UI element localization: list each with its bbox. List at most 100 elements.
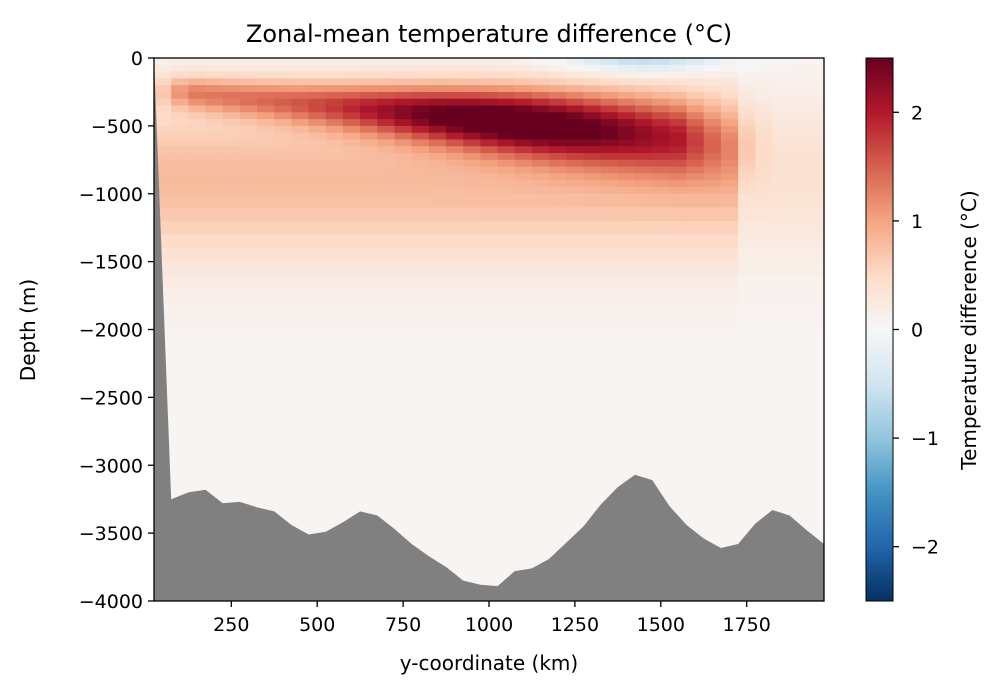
heatmap-cell xyxy=(274,64,293,73)
heatmap-cell xyxy=(652,234,670,249)
heatmap-cell xyxy=(549,159,567,168)
heatmap-cell xyxy=(583,207,602,222)
heatmap-cell xyxy=(635,180,653,188)
heatmap-cell xyxy=(171,356,189,371)
heatmap-cell xyxy=(411,370,430,385)
heatmap-cell xyxy=(635,302,653,317)
heatmap-cell xyxy=(514,465,533,480)
heatmap-cell xyxy=(583,91,602,100)
heatmap-cell xyxy=(463,91,482,100)
heatmap-cell xyxy=(394,438,413,453)
heatmap-cell xyxy=(463,78,482,86)
heatmap-cell xyxy=(738,438,756,453)
heatmap-cell xyxy=(583,465,602,480)
heatmap-cell xyxy=(291,112,310,120)
heatmap-cell xyxy=(617,112,636,120)
heatmap-cell xyxy=(480,153,499,161)
heatmap-cell xyxy=(222,186,241,195)
heatmap-cell xyxy=(583,478,602,493)
heatmap-cell xyxy=(188,465,207,480)
heatmap-cell xyxy=(549,180,567,188)
heatmap-cell xyxy=(789,370,808,385)
heatmap-cell xyxy=(222,383,241,398)
heatmap-cell xyxy=(635,193,653,208)
heatmap-cell xyxy=(463,492,482,507)
heatmap-cell xyxy=(549,153,567,161)
heatmap-cell xyxy=(514,125,533,134)
heatmap-cell xyxy=(720,478,739,493)
heatmap-cell xyxy=(171,125,189,134)
heatmap-cell xyxy=(463,438,482,453)
heatmap-cell xyxy=(789,193,808,208)
heatmap-cell xyxy=(480,397,499,412)
heatmap-cell xyxy=(806,505,824,521)
heatmap-cell xyxy=(377,64,396,73)
heatmap-cell xyxy=(342,166,361,174)
heatmap-cell xyxy=(325,85,344,93)
heatmap-cell xyxy=(755,98,774,107)
heatmap-cell xyxy=(428,438,447,453)
heatmap-cell xyxy=(652,166,670,174)
heatmap-cell xyxy=(755,397,774,412)
heatmap-cell xyxy=(738,370,756,385)
heatmap-cell xyxy=(274,356,293,371)
heatmap-cell xyxy=(652,159,670,168)
heatmap-cell xyxy=(325,261,344,276)
heatmap-cell xyxy=(566,105,585,113)
heatmap-cell xyxy=(411,261,430,276)
heatmap-cell xyxy=(549,505,567,521)
heatmap-cell xyxy=(325,125,344,134)
heatmap-cell xyxy=(531,71,550,79)
heatmap-cell xyxy=(428,220,447,236)
heatmap-cell xyxy=(652,173,670,181)
heatmap-cell xyxy=(566,220,585,236)
heatmap-cell xyxy=(239,451,258,466)
heatmap-cell xyxy=(446,78,464,86)
heatmap-cell xyxy=(188,315,207,331)
heatmap-cell xyxy=(600,478,619,493)
heatmap-cell xyxy=(703,180,722,188)
heatmap-cell xyxy=(463,234,482,249)
heatmap-cell xyxy=(566,193,585,208)
heatmap-cell xyxy=(600,315,619,331)
heatmap-cell xyxy=(463,248,482,263)
heatmap-cell xyxy=(325,424,344,439)
heatmap-cell xyxy=(514,64,533,73)
heatmap-cell xyxy=(686,180,705,188)
heatmap-cell xyxy=(446,356,464,371)
heatmap-cell xyxy=(325,383,344,398)
heatmap-cell xyxy=(205,71,224,79)
heatmap-cell xyxy=(377,288,396,303)
heatmap-cell xyxy=(377,275,396,290)
heatmap-cell xyxy=(549,370,567,385)
heatmap-cell xyxy=(446,383,464,398)
heatmap-cell xyxy=(738,166,756,174)
heatmap-cell xyxy=(549,119,567,127)
heatmap-cell xyxy=(205,261,224,276)
heatmap-cell xyxy=(428,248,447,263)
heatmap-cell xyxy=(394,343,413,358)
heatmap-cell xyxy=(239,91,258,100)
heatmap-cell xyxy=(600,132,619,141)
heatmap-cell xyxy=(171,343,189,358)
heatmap-cell xyxy=(669,288,688,303)
heatmap-cell xyxy=(480,478,499,493)
heatmap-cell xyxy=(274,315,293,331)
heatmap-cell xyxy=(703,125,722,134)
heatmap-cell xyxy=(755,478,774,493)
heatmap-cell xyxy=(446,207,464,222)
colorbar-tick-label: −1 xyxy=(911,428,939,450)
heatmap-cell xyxy=(428,519,447,534)
y-tick-label: −1500 xyxy=(79,252,143,274)
heatmap-cell xyxy=(205,132,224,141)
heatmap-cell xyxy=(497,424,516,439)
heatmap-cell xyxy=(205,397,224,412)
heatmap-cell xyxy=(205,451,224,466)
heatmap-cell xyxy=(789,132,808,141)
heatmap-cell xyxy=(360,248,378,263)
heatmap-cell xyxy=(463,64,482,73)
heatmap-cell xyxy=(239,159,258,168)
heatmap-cell xyxy=(549,248,567,263)
heatmap-cell xyxy=(446,98,464,107)
heatmap-cell xyxy=(188,64,207,73)
